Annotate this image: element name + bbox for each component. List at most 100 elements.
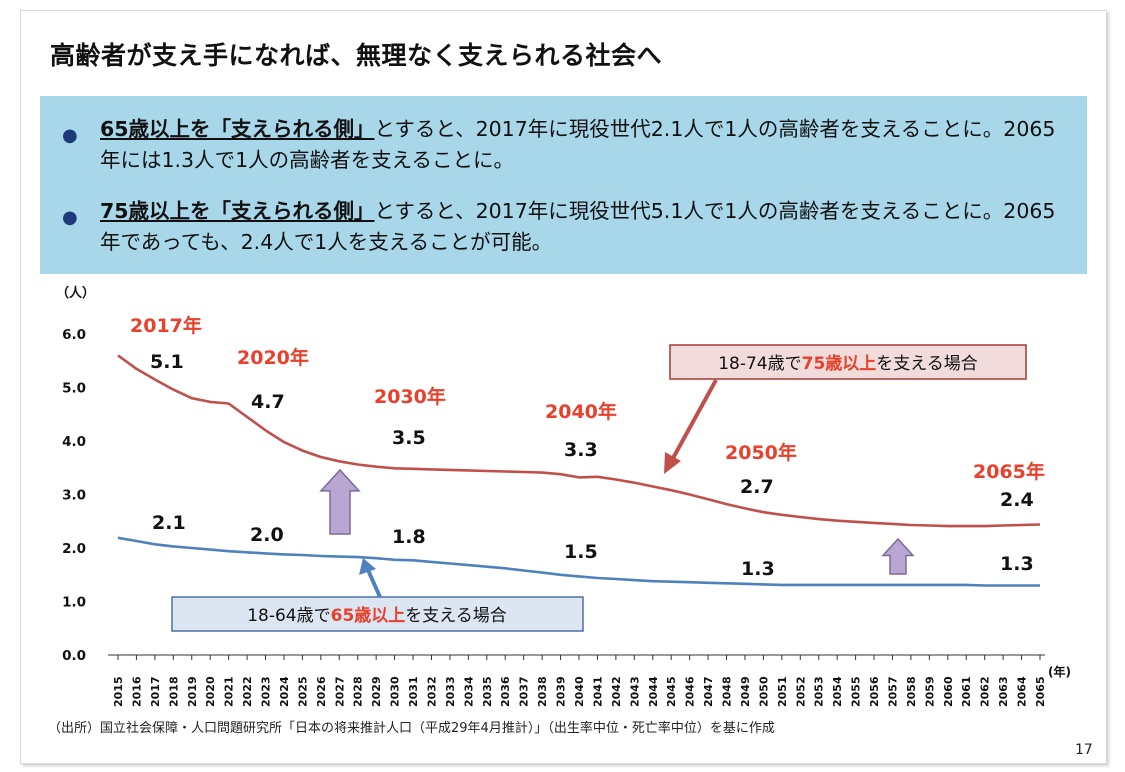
x-tick-label: 2054 — [831, 676, 844, 707]
x-tick-label: 2036 — [499, 676, 512, 707]
x-tick-label: 2064 — [1016, 676, 1029, 707]
year-label: 2065年 — [973, 460, 1045, 483]
x-tick-label: 2019 — [186, 676, 199, 707]
annotation-pointer-65 — [366, 569, 382, 598]
data-label-75: 4.7 — [251, 391, 285, 413]
x-tick-label: 2047 — [702, 676, 715, 707]
x-tick-label: 2058 — [905, 676, 918, 707]
x-tick-label: 2021 — [223, 676, 236, 707]
x-tick-label: 2031 — [407, 676, 420, 707]
data-label-75: 2.4 — [1000, 489, 1034, 511]
x-tick-label: 2025 — [296, 676, 309, 707]
bullet-text: 75歳以上を「支えられる側」とすると、2017年に現役世代5.1人で1人の高齢者… — [100, 196, 1072, 258]
annotation-pointer-75 — [670, 379, 718, 461]
bullet-dot-icon: ● — [62, 207, 78, 228]
x-tick-label: 2033 — [444, 676, 457, 707]
x-tick-label: 2030 — [389, 676, 402, 707]
x-tick-label: 2059 — [923, 676, 936, 707]
annotation-emphasis: 75歳以上 — [802, 353, 877, 374]
bullet-item: ● 65歳以上を「支えられる側」とすると、2017年に現役世代2.1人で1人の高… — [62, 114, 1072, 176]
x-tick-label: 2035 — [481, 676, 494, 707]
x-tick-label: 2038 — [536, 676, 549, 707]
year-label: 2020年 — [237, 346, 309, 369]
bullet-text: 65歳以上を「支えられる側」とすると、2017年に現役世代2.1人で1人の高齢者… — [100, 114, 1072, 176]
x-tick-label: 2032 — [425, 676, 438, 707]
annotation-text-65: 18-64歳で65歳以上を支える場合 — [247, 605, 507, 626]
x-tick-label: 2060 — [942, 676, 955, 707]
y-tick-label: 6.0 — [62, 327, 86, 343]
year-label: 2050年 — [725, 441, 797, 464]
up-arrow-icon — [319, 468, 361, 535]
x-tick-label: 2062 — [979, 676, 992, 707]
x-tick-label: 2043 — [628, 676, 641, 707]
x-tick-label: 2039 — [555, 676, 568, 707]
annotation-text-75: 18-74歳で75歳以上を支える場合 — [718, 353, 978, 374]
series-65-line — [117, 536, 1040, 587]
data-label-65: 1.8 — [392, 526, 426, 548]
x-tick-label: 2056 — [868, 676, 881, 707]
x-tick-label: 2022 — [241, 676, 254, 707]
x-tick-label: 2055 — [850, 676, 863, 707]
x-tick-label: 2041 — [591, 676, 604, 707]
bullet-emphasis: 65歳以上を「支えられる側」 — [100, 117, 375, 141]
annotation-part: を支える場合 — [405, 606, 507, 626]
pointer-head-65-icon — [359, 558, 376, 575]
x-tick-label: 2029 — [370, 676, 383, 707]
y-tick-label: 5.0 — [62, 381, 86, 397]
x-tick-label: 2052 — [794, 676, 807, 707]
x-tick-label: 2037 — [518, 676, 531, 707]
page-title: 高齢者が支え手になれば、無理なく支えられる社会へ — [50, 41, 663, 70]
data-label-65: 2.0 — [250, 524, 284, 546]
x-tick-label: 2050 — [757, 676, 770, 707]
x-tick-label: 2027 — [333, 676, 346, 707]
y-tick-label: 4.0 — [62, 434, 86, 450]
up-arrow-icon — [881, 537, 915, 575]
pointer-head-75-icon — [664, 452, 681, 474]
x-tick-label: 2020 — [204, 676, 217, 707]
x-tick-label: 2063 — [997, 676, 1010, 707]
y-tick-label: 1.0 — [62, 595, 86, 611]
x-tick-label: 2024 — [278, 676, 291, 707]
x-tick-label: 2053 — [813, 676, 826, 707]
x-tick-label: 2046 — [684, 676, 697, 707]
annotation-box-75 — [669, 344, 1027, 380]
x-tick-label: 2034 — [462, 676, 475, 707]
x-tick-label: 2016 — [130, 676, 143, 707]
x-tick-label: 2049 — [739, 676, 752, 707]
data-label-75: 3.3 — [564, 439, 598, 461]
data-label-65: 1.3 — [741, 558, 775, 580]
x-tick-label: 2044 — [647, 676, 660, 707]
x-tick-label: 2040 — [573, 676, 586, 707]
x-tick-label: 2048 — [721, 676, 734, 707]
y-tick-label: 2.0 — [62, 541, 86, 557]
x-tick-label: 2028 — [352, 676, 365, 707]
page-number: 17 — [1075, 742, 1093, 758]
x-tick-label: 2065 — [1034, 676, 1047, 707]
data-label-75: 5.1 — [150, 351, 184, 373]
year-label: 2017年 — [130, 314, 202, 337]
x-axis-label: (年) — [1048, 664, 1071, 679]
data-label-65: 1.3 — [1000, 553, 1034, 575]
annotation-emphasis: 65歳以上 — [331, 605, 406, 626]
x-tick-label: 2061 — [960, 676, 973, 707]
y-tick-label: 0.0 — [62, 648, 86, 664]
bullet-rest: とすると、2017年に現役世代5.1人で1人の高齢者を支えることに。2065年で… — [100, 199, 1056, 254]
x-tick-label: 2042 — [610, 676, 623, 707]
data-label-65: 2.1 — [152, 512, 186, 534]
year-label: 2040年 — [545, 400, 617, 423]
annotation-part: を支える場合 — [876, 354, 978, 374]
y-tick-label: 3.0 — [62, 488, 86, 504]
bullet-item: ● 75歳以上を「支えられる側」とすると、2017年に現役世代5.1人で1人の高… — [62, 196, 1072, 258]
y-axis-label: （人） — [56, 285, 95, 301]
x-tick-label: 2015 — [112, 676, 125, 707]
data-label-65: 1.5 — [564, 541, 598, 563]
summary-panel: ● 65歳以上を「支えられる側」とすると、2017年に現役世代2.1人で1人の高… — [40, 96, 1087, 274]
annotation-part: 18-74歳で — [718, 354, 801, 374]
x-tick-label: 2023 — [260, 676, 273, 707]
annotation-part: 18-64歳で — [247, 606, 330, 626]
annotation-box-65 — [171, 596, 584, 632]
data-label-75: 3.5 — [392, 427, 426, 449]
source-note: （出所）国立社会保障・人口問題研究所「日本の将来推計人口（平成29年4月推計）」… — [48, 721, 775, 736]
bullet-rest: とすると、2017年に現役世代2.1人で1人の高齢者を支えることに。2065年に… — [100, 117, 1056, 172]
x-tick-label: 2045 — [665, 676, 678, 707]
